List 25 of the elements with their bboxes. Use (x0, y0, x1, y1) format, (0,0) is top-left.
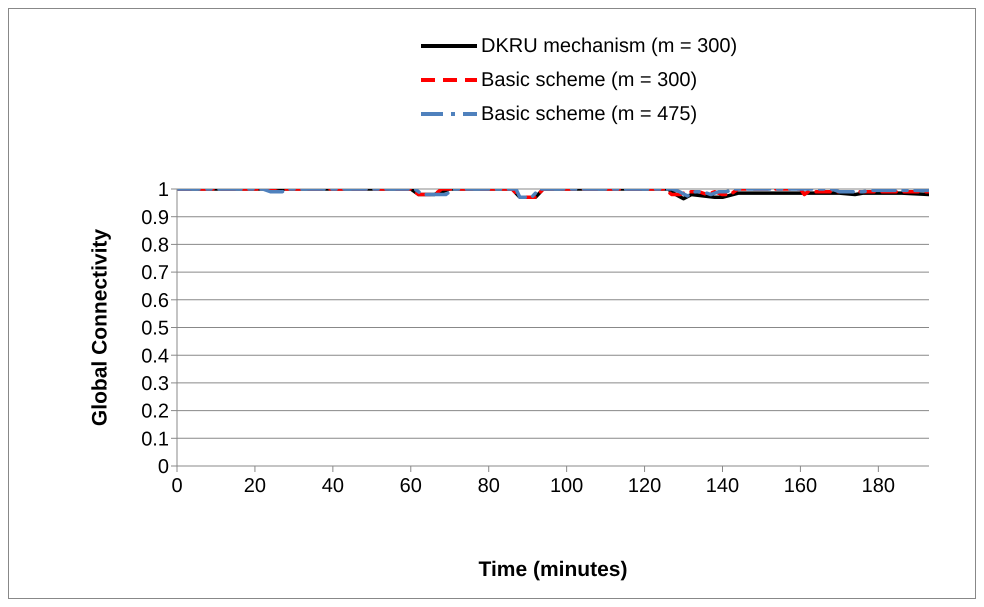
x-tick-label: 120 (628, 475, 662, 498)
y-tick-label: 1 (158, 179, 169, 202)
y-tick-label: 0 (158, 456, 169, 478)
x-tick-label: 160 (784, 475, 818, 498)
x-tick-label: 100 (550, 475, 584, 498)
y-axis-title: Global Connectivity (88, 228, 112, 426)
y-tick-label: 0.6 (141, 290, 169, 312)
x-axis-title: Time (minutes) (478, 558, 628, 581)
x-tick-label: 60 (400, 475, 422, 498)
y-tick-label: 0.4 (141, 345, 169, 368)
y-tick-label: 0.3 (141, 373, 169, 395)
y-tick-label: 0.9 (141, 206, 169, 229)
x-tick-label: 40 (322, 475, 344, 498)
y-tick-label: 0.1 (141, 428, 169, 450)
legend-label: Basic scheme (m = 475) (481, 102, 698, 126)
legend-label: Basic scheme (m = 300) (481, 68, 698, 92)
x-tick-label: 180 (862, 475, 896, 498)
x-tick-label: 140 (706, 475, 740, 498)
y-tick-label: 0.5 (141, 318, 169, 340)
y-tick-label: 0.8 (141, 234, 169, 256)
y-tick-label: 0.7 (141, 262, 169, 284)
x-tick-label: 20 (244, 475, 266, 498)
x-tick-label: 80 (478, 475, 500, 498)
y-tick-label: 0.2 (141, 400, 169, 423)
legend-label: DKRU mechanism (m = 300) (481, 34, 738, 58)
